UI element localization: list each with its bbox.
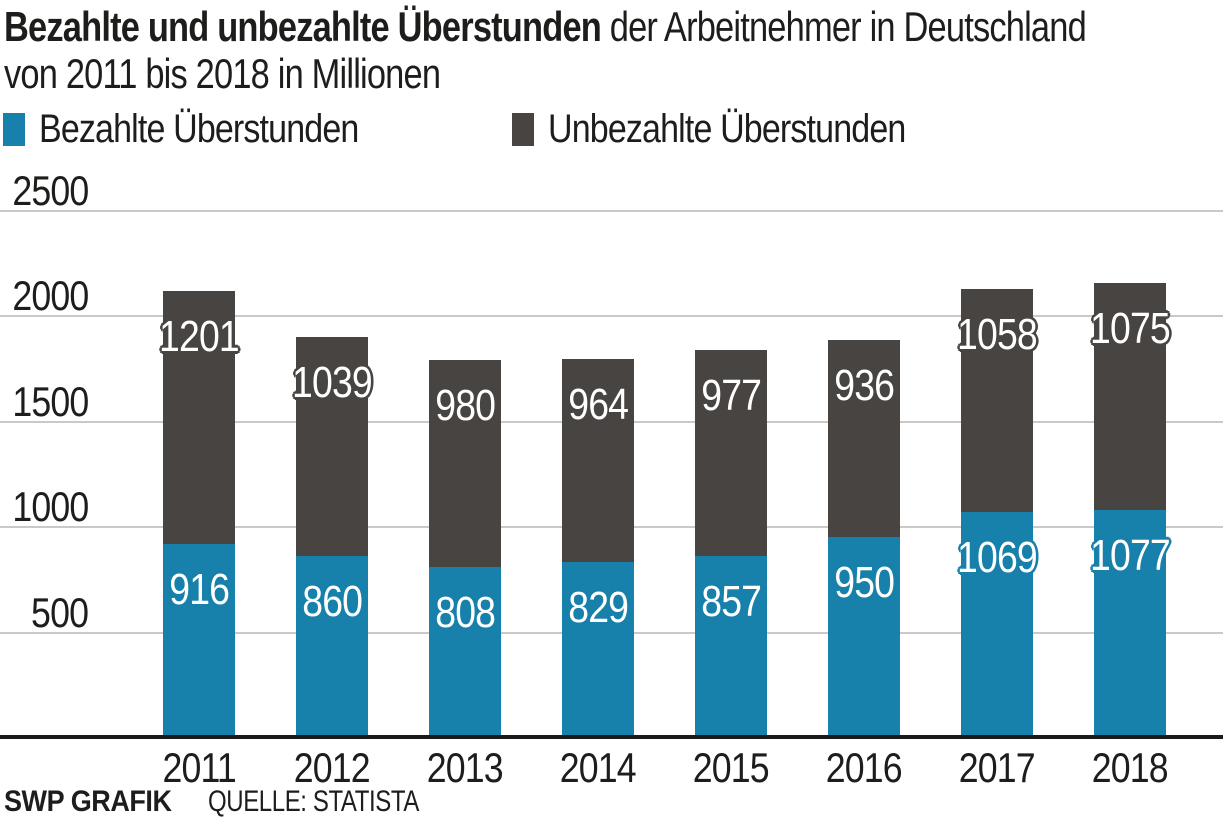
y-axis-label-1000: 1000 [11,483,89,530]
chart-subtitle: von 2011 bis 2018 in Millionen [4,50,441,97]
bar-segment-unpaid-2016 [828,340,900,537]
chart-title: Bezahlte und unbezahlte Überstunden der … [4,3,1087,50]
y-axis-label-500: 500 [30,589,89,636]
y-axis-label-1500: 1500 [11,378,89,425]
bar-value-unpaid-2015: 977 [701,371,762,420]
x-axis-label-2016: 2016 [825,744,903,791]
bar-segment-paid-2014 [562,562,634,737]
bar-segment-paid-2018 [1094,510,1166,737]
x-axis-label-2012: 2012 [293,744,371,791]
x-axis-label-2013: 2013 [426,744,504,791]
bar-value-paid-2016: 950 [834,558,895,607]
legend: Bezahlte Überstunden Unbezahlte Überstun… [3,109,968,149]
publisher-brand: SWP GRAFIK [4,785,172,818]
data-source: QUELLE: STATISTA [208,785,420,818]
x-axis-line [0,735,1223,739]
legend-item-unpaid: Unbezahlte Überstunden [511,107,969,151]
bar-segment-unpaid-2015 [695,350,767,556]
bar-segment-unpaid-2013 [429,360,501,567]
bar-segment-unpaid-2017 [961,289,1033,512]
bar-segment-paid-2015 [695,556,767,737]
bar-value-paid-2017: 1069 [957,533,1038,582]
chart-title-regular: der Arbeitnehmer in Deutschland [601,3,1087,50]
bar-segment-unpaid-2011 [163,291,235,544]
x-axis-label-2017: 2017 [958,744,1036,791]
x-axis-label-2015: 2015 [692,744,770,791]
bar-value-unpaid-2014: 964 [568,380,629,429]
bar-value-paid-2011: 916 [169,565,230,614]
bar-value-unpaid-2017: 1058 [957,310,1038,359]
bar-value-paid-2013: 808 [435,588,496,637]
gridline-2500 [0,210,1223,212]
legend-label-unpaid: Unbezahlte Überstunden [547,107,906,151]
bar-segment-paid-2016 [828,537,900,737]
x-axis-label-2018: 2018 [1091,744,1169,791]
unpaid-swatch-icon [511,112,534,146]
bar-segment-paid-2011 [163,544,235,737]
bar-value-unpaid-2011: 1201 [159,312,240,361]
chart-title-bold: Bezahlte und unbezahlte Überstunden [4,3,602,50]
x-axis-label-2014: 2014 [559,744,637,791]
chart-plot: 500 1000 1500 2000 2500 1201 916 2011 1039 860 201… [0,165,1223,830]
y-axis-label-2500: 2500 [11,167,89,214]
bar-segment-unpaid-2012 [296,337,368,556]
legend-label-paid: Bezahlte Überstunden [39,107,359,151]
bar-segment-paid-2013 [429,567,501,737]
bar-value-paid-2015: 857 [701,577,762,626]
bar-value-paid-2014: 829 [568,583,629,632]
x-axis-label-2011: 2011 [162,744,236,791]
footer: SWP GRAFIK QUELLE: STATISTA [4,787,472,817]
bar-segment-paid-2017 [961,512,1033,737]
bar-value-unpaid-2018: 1075 [1090,304,1171,353]
bar-value-unpaid-2016: 936 [834,361,895,410]
bar-segment-paid-2012 [296,556,368,737]
bar-value-unpaid-2013: 980 [435,381,496,430]
paid-swatch-icon [3,112,25,146]
bar-segment-unpaid-2014 [562,359,634,562]
bar-value-paid-2012: 860 [302,577,363,626]
y-axis-label-2000: 2000 [11,272,89,319]
bar-value-paid-2018: 1077 [1090,531,1171,580]
bar-segment-unpaid-2018 [1094,283,1166,510]
bar-value-unpaid-2012: 1039 [292,358,373,407]
gridline-2000 [0,315,1223,317]
legend-item-paid: Bezahlte Überstunden [3,109,415,149]
